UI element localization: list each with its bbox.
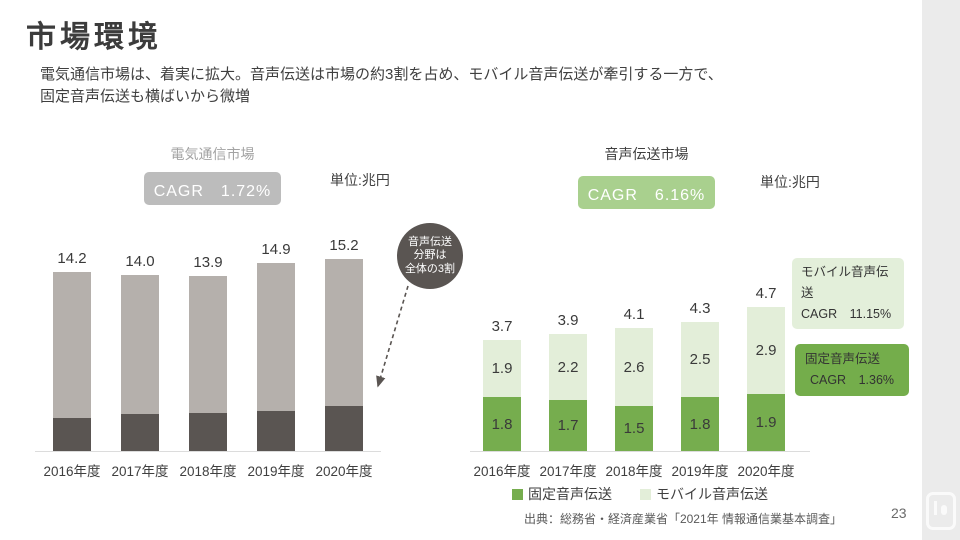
subtitle-line-2: 固定音声伝送も横ばいから微増: [40, 88, 251, 105]
voice-bar-chart: 1.8 1.9 3.7 2016年度 1.7 2.2 3.9 2017年度 1.5 2.6 4.1 2…: [470, 250, 810, 479]
bar-group: 14.0 2017年度: [111, 250, 168, 479]
bar-group: 1.7 2.2 3.9 2017年度: [539, 250, 596, 479]
segment-value-label: 1.8: [491, 415, 513, 433]
bar-segment: [325, 405, 363, 451]
category-label: 2018年度: [605, 464, 663, 479]
category-label: 2016年度: [473, 464, 531, 479]
bar-segment: 2.2: [549, 334, 587, 400]
segment-value-label: 2.9: [755, 342, 777, 359]
fixed-voice-label: 固定音声伝送: [805, 352, 881, 366]
bar-segment: [189, 275, 227, 414]
category-label: 2019年度: [247, 464, 305, 479]
category-label: 2020年度: [315, 464, 373, 479]
segment-value-label: 1.7: [557, 417, 579, 434]
bar-segment: [53, 272, 91, 419]
bar-group: 13.9 2018年度: [179, 250, 236, 479]
mobile-voice-cagr: CAGR 11.15%: [801, 307, 892, 321]
legend-label-mobile: モバイル音声伝送: [656, 486, 768, 502]
bar-group: 14.9 2019年度: [247, 241, 304, 479]
fixed-voice-swatch-icon: [512, 488, 523, 500]
bar-segment: 1.5: [615, 406, 653, 451]
subtitle-line-1: 電気通信市場は、着実に拡大。音声伝送は市場の約3割を占め、モバイル音声伝送が牽引…: [40, 66, 723, 83]
bar-group: 14.2 2016年度: [43, 250, 100, 479]
bar-segment: [121, 274, 159, 415]
chart-legend: 固定音声伝送 モバイル音声伝送: [470, 484, 810, 504]
bar-total-label: 13.9: [193, 253, 223, 271]
bar-segment: 1.9: [747, 394, 785, 451]
bar-segment: 1.8: [483, 397, 521, 451]
legend-label-fixed: 固定音声伝送: [528, 486, 612, 502]
bar-total-label: 14.9: [261, 241, 291, 259]
bar-segment: 1.7: [549, 400, 587, 451]
category-label: 2017年度: [539, 464, 597, 479]
page-title: 市場環境: [26, 21, 162, 54]
callout-line-2: 分野は: [413, 249, 447, 262]
viewer-side-strip: [922, 0, 960, 540]
bar-total-label: 4.3: [689, 300, 711, 317]
bar-total-label: 3.9: [557, 312, 579, 329]
page-number: 23: [891, 505, 907, 521]
voice-share-callout: 音声伝送 分野は 全体の3割: [397, 223, 463, 289]
bar-total-label: 4.7: [755, 285, 777, 302]
bar-group: 1.5 2.6 4.1 2018年度: [605, 250, 662, 479]
telecom-bar-chart: 14.2 2016年度 14.0 2017年度 13.9 2018年度 14.9 2019年度…: [35, 237, 381, 479]
segment-value-label: 1.9: [491, 360, 513, 377]
bar-total-label: 3.7: [491, 318, 513, 335]
telecom-unit-label: 単位:兆円: [330, 172, 390, 188]
segment-value-label: 1.9: [755, 414, 777, 431]
telecom-cagr-badge: CAGR 1.72%: [144, 172, 281, 205]
telecom-chart-title: 電気通信市場: [170, 146, 255, 162]
voice-chart-title: 音声伝送市場: [604, 146, 689, 162]
bar-group: 1.9 2.9 4.7 2020年度: [737, 250, 794, 479]
voice-unit-label: 単位:兆円: [760, 174, 820, 190]
bar-total-label: 4.1: [623, 306, 645, 323]
segment-value-label: 1.5: [623, 420, 645, 437]
page-subtitle: 電気通信市場は、着実に拡大。音声伝送は市場の約3割を占め、モバイル音声伝送が牽引…: [40, 64, 723, 108]
callout-line-3: 全体の3割: [404, 262, 456, 275]
watermark-logo-icon: [926, 492, 956, 530]
bar-total-label: 15.2: [329, 237, 359, 255]
bar-segment: 2.9: [747, 307, 785, 394]
category-label: 2019年度: [671, 464, 729, 479]
bar-segment: 1.8: [681, 397, 719, 451]
bar-total-label: 14.0: [125, 252, 155, 270]
callout-line-1: 音声伝送: [408, 235, 452, 248]
category-label: 2017年度: [111, 464, 169, 479]
segment-value-label: 1.8: [689, 415, 711, 433]
callout-arrow-icon: [376, 285, 409, 388]
bar-group: 1.8 2.5 4.3 2019年度: [671, 250, 728, 479]
segment-value-label: 2.5: [689, 351, 711, 368]
fixed-voice-cagr: CAGR 1.36%: [809, 373, 895, 387]
mobile-voice-cagr-box: モバイル音声伝送 CAGR 11.15%: [792, 258, 904, 329]
bar-segment: [189, 413, 227, 451]
category-label: 2016年度: [43, 464, 101, 479]
bar-segment: 2.5: [681, 322, 719, 397]
bar-total-label: 14.2: [57, 250, 87, 268]
segment-value-label: 2.2: [557, 358, 579, 376]
bar-group: 1.8 1.9 3.7 2016年度: [473, 250, 530, 479]
bar-group: 15.2 2020年度: [315, 237, 372, 479]
bar-segment: [257, 410, 295, 451]
bar-segment: [53, 418, 91, 451]
bar-segment: [121, 414, 159, 451]
bar-segment: [325, 259, 363, 406]
legend-item-fixed: 固定音声伝送: [512, 484, 612, 504]
mobile-voice-swatch-icon: [640, 488, 651, 500]
source-note: 出典：総務省・経済産業省「2021年 情報通信業基本調査」: [523, 512, 842, 526]
bar-segment: 2.6: [615, 328, 653, 406]
mobile-voice-label: モバイル音声伝送: [801, 265, 889, 300]
segment-value-label: 2.6: [623, 358, 645, 376]
bar-segment: [257, 263, 295, 411]
bar-segment: 1.9: [483, 340, 521, 397]
legend-item-mobile: モバイル音声伝送: [640, 484, 768, 504]
fixed-voice-cagr-box: 固定音声伝送 CAGR 1.36%: [795, 344, 909, 396]
voice-cagr-badge: CAGR 6.16%: [578, 176, 715, 209]
category-label: 2018年度: [179, 464, 237, 479]
category-label: 2020年度: [737, 464, 795, 479]
